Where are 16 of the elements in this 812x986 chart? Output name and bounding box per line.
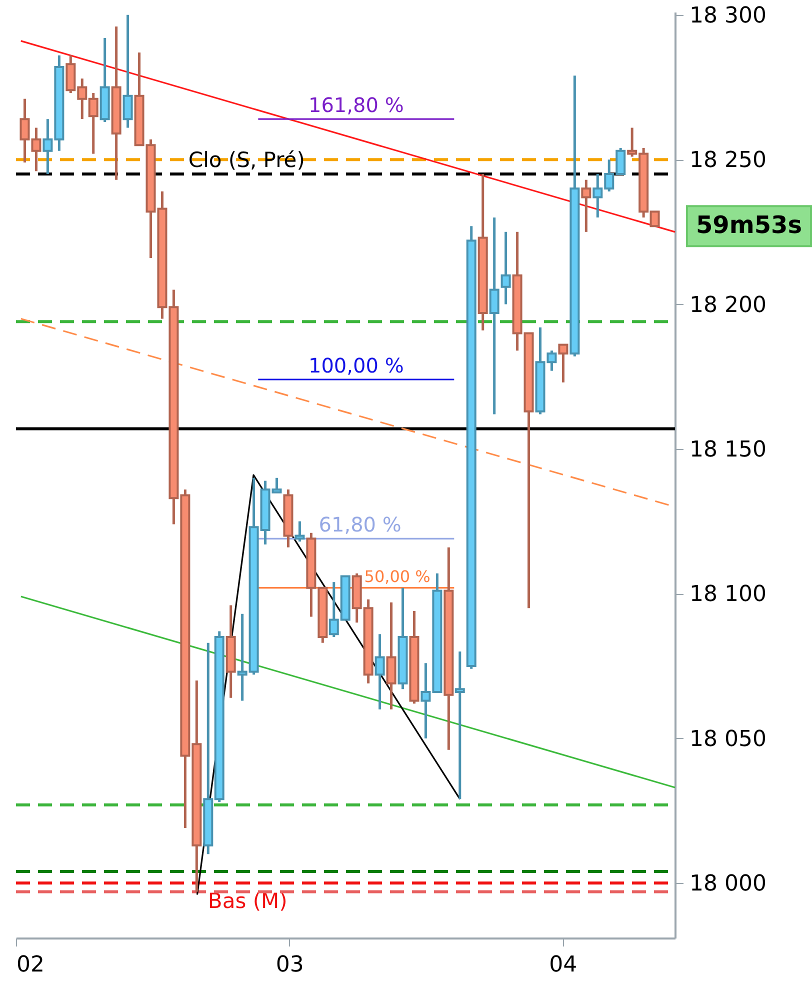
x-tick-label: 03: [276, 952, 304, 978]
series-label: 161,80 %: [308, 93, 404, 118]
series-label: 50,00 %: [364, 566, 430, 586]
y-tick-label: 18 000: [690, 872, 766, 897]
ref-line-label: Bas (M): [208, 889, 288, 914]
x-tick-label: 02: [16, 952, 44, 978]
text: 59m53s: [696, 211, 802, 240]
y-tick-label: 18 200: [690, 292, 766, 318]
y-tick-label: 18 100: [690, 582, 766, 608]
series-label: 61,80 %: [318, 512, 402, 537]
y-tick-label: 18 300: [690, 3, 766, 28]
y-tick-label: 18 050: [690, 726, 766, 752]
y-tick-label: 18 150: [690, 437, 766, 462]
series-label: 100,00 %: [308, 354, 404, 378]
x-tick-label: 04: [549, 952, 578, 978]
y-tick-label: 18 250: [690, 148, 766, 174]
